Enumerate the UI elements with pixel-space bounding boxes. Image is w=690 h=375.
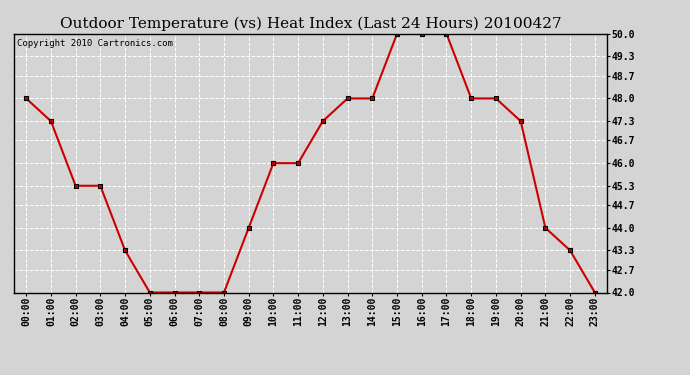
Title: Outdoor Temperature (vs) Heat Index (Last 24 Hours) 20100427: Outdoor Temperature (vs) Heat Index (Las… — [60, 17, 561, 31]
Text: Copyright 2010 Cartronics.com: Copyright 2010 Cartronics.com — [17, 39, 172, 48]
